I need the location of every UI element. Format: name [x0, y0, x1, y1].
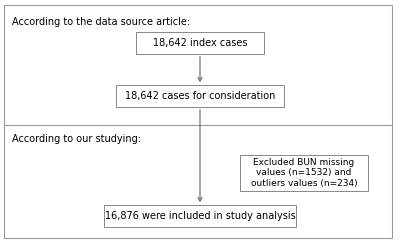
Text: 18,642 index cases: 18,642 index cases [153, 38, 247, 48]
Text: 18,642 cases for consideration: 18,642 cases for consideration [125, 91, 275, 101]
FancyBboxPatch shape [240, 155, 368, 191]
Text: 16,876 were included in study analysis: 16,876 were included in study analysis [105, 211, 295, 221]
Text: According to the data source article:: According to the data source article: [12, 17, 190, 27]
FancyBboxPatch shape [116, 85, 284, 107]
FancyBboxPatch shape [104, 205, 296, 227]
Text: Excluded BUN missing
values (n=1532) and
outliers values (n=234): Excluded BUN missing values (n=1532) and… [251, 158, 357, 188]
FancyBboxPatch shape [136, 32, 264, 54]
Text: According to our studying:: According to our studying: [12, 134, 141, 144]
FancyBboxPatch shape [4, 5, 392, 238]
